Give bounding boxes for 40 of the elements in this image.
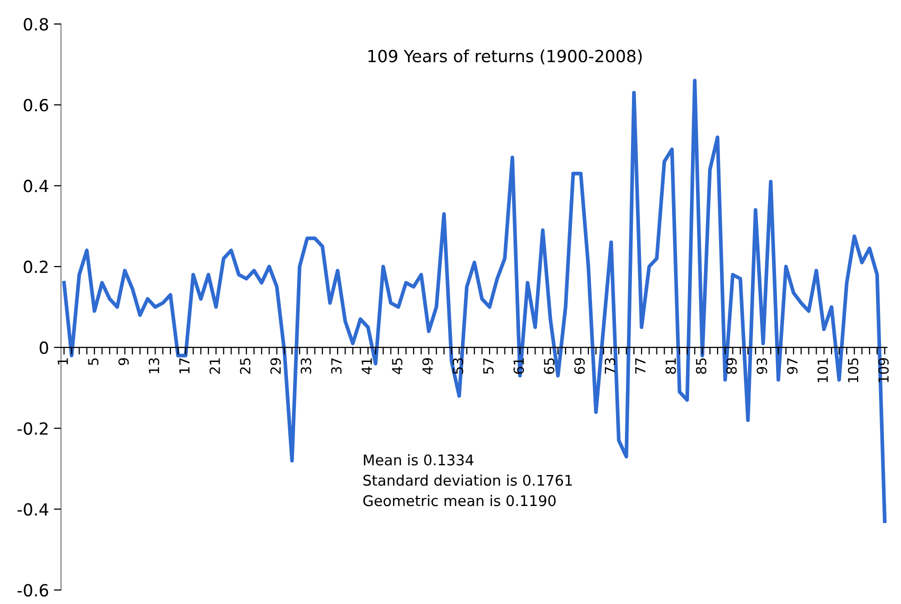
- annotation: Standard deviation is 0.1761: [363, 474, 572, 486]
- annotation: Geometric mean is 0.1190: [363, 494, 556, 506]
- y-tick-label: -0.6: [17, 584, 48, 597]
- x-tick-label: 65: [544, 358, 554, 374]
- x-tick-label: 85: [696, 358, 706, 374]
- y-tick-label: -0.2: [17, 422, 48, 435]
- x-tick-label: 21: [210, 358, 220, 374]
- x-tick-label: 29: [270, 358, 281, 374]
- x-tick-label: 25: [240, 358, 250, 374]
- x-tick-label: 109: [878, 358, 889, 382]
- x-tick-label: 61: [514, 358, 524, 374]
- y-tick-label: 0.6: [24, 98, 48, 112]
- x-tick-label: 41: [362, 358, 372, 374]
- y-tick-label: 0.2: [24, 260, 48, 274]
- x-tick-label: 33: [300, 358, 312, 374]
- x-tick-label: 89: [726, 358, 737, 374]
- x-tick-label: 17: [179, 358, 190, 374]
- x-tick-label: 53: [452, 358, 464, 374]
- x-tick-label: 49: [422, 358, 433, 374]
- annotation: Mean is 0.1334: [364, 454, 474, 466]
- x-tick-label: 105: [848, 358, 858, 382]
- x-tick-label: 13: [148, 358, 160, 374]
- x-tick-label: 97: [787, 358, 798, 374]
- x-tick-label: 77: [635, 358, 646, 374]
- x-tick-label: 45: [392, 358, 402, 374]
- x-tick-label: 9: [118, 358, 129, 366]
- x-tick-label: 5: [88, 358, 98, 365]
- text: 109 Years of returns (1900-2008): [368, 49, 642, 64]
- y-tick-label: 0: [40, 341, 48, 354]
- x-tick-label: 81: [665, 358, 676, 374]
- y-tick-label: -0.4: [17, 503, 48, 516]
- x-tick-label: 37: [331, 358, 342, 374]
- y-tick-label: 0.4: [24, 180, 48, 192]
- x-tick-label: 57: [483, 358, 494, 374]
- y-tick-label: 0.8: [24, 18, 48, 31]
- x-tick-label: 69: [574, 358, 585, 374]
- x-tick-label: 101: [817, 358, 828, 382]
- x-tick-label: 1: [58, 358, 68, 364]
- x-tick-label: 93: [756, 358, 768, 374]
- x-tick-label: 73: [604, 358, 616, 374]
